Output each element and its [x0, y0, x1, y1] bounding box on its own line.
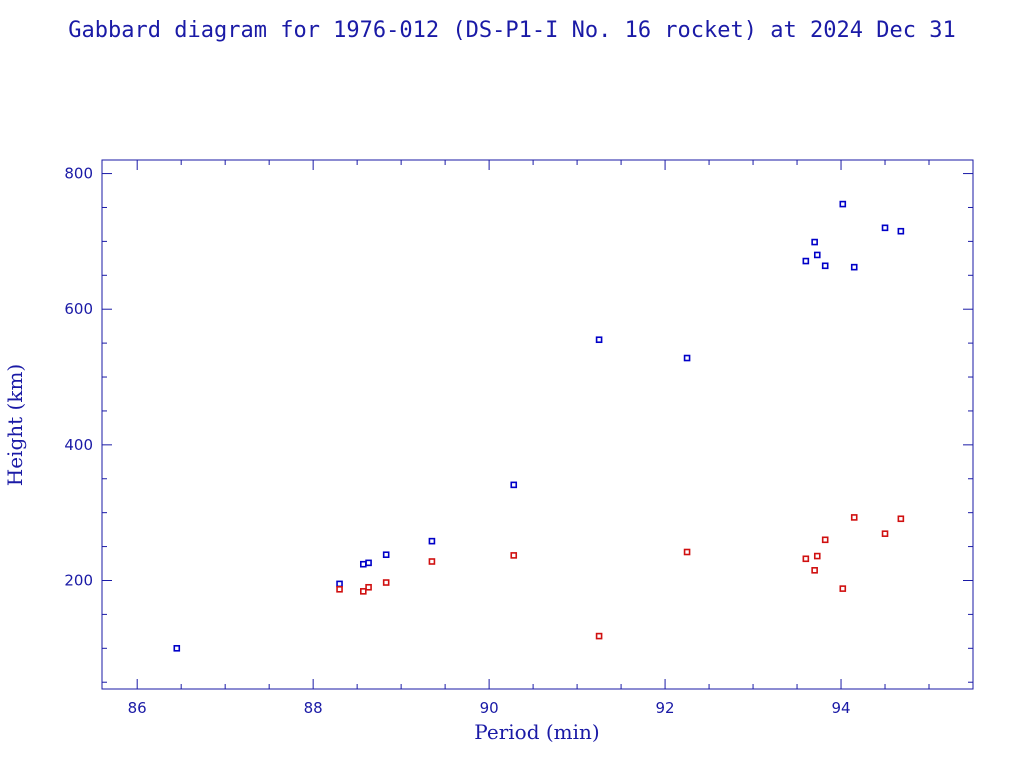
- perigee-point: [897, 515, 905, 523]
- plot-axes: 86 88 90 92 94 200 400 600 800: [64, 159, 974, 717]
- perigee-point: [813, 552, 821, 560]
- perigee-point: [839, 585, 847, 592]
- y-tick-label: 400: [64, 436, 93, 454]
- y-tick-label: 200: [64, 571, 93, 589]
- perigee-point: [811, 567, 818, 574]
- y-axis-label: Height (km): [3, 364, 27, 486]
- x-axis-label: Period (min): [474, 720, 599, 744]
- apogee-point: [850, 263, 858, 271]
- apogee-point: [811, 238, 818, 246]
- perigee-point: [382, 579, 390, 586]
- perigee-point: [802, 555, 810, 563]
- apogee-point: [839, 200, 847, 208]
- apogee-point: [336, 580, 343, 588]
- apogee-point: [510, 481, 518, 489]
- x-tick-label: 92: [656, 699, 675, 717]
- perigee-point: [336, 586, 343, 593]
- y-tick-label: 600: [64, 300, 93, 318]
- perigee-point: [595, 632, 603, 640]
- apogee-point: [595, 336, 603, 344]
- apogee-point: [881, 224, 889, 232]
- x-tick-label: 86: [128, 699, 147, 717]
- perigee-point: [428, 558, 436, 565]
- apogee-point: [359, 560, 367, 568]
- apogee-point: [802, 257, 810, 265]
- apogee-point: [813, 251, 821, 259]
- perigee-point: [359, 588, 367, 595]
- apogee-point: [173, 645, 181, 652]
- perigee-point: [850, 514, 858, 521]
- apogee-point: [428, 537, 436, 545]
- x-tick-label: 94: [831, 699, 850, 717]
- x-tick-label: 88: [304, 699, 323, 717]
- perigee-point: [510, 552, 518, 559]
- apogee-point: [382, 551, 390, 559]
- apogee-point: [821, 262, 829, 270]
- apogee-point: [683, 354, 691, 362]
- x-tick-label: 90: [480, 699, 499, 717]
- perigee-point: [881, 530, 889, 537]
- chart-title: Gabbard diagram for 1976-012 (DS-P1-I No…: [68, 18, 955, 43]
- perigee-point: [683, 548, 691, 556]
- perigee-point: [821, 536, 829, 544]
- data-points: [173, 200, 905, 652]
- perigee-point: [365, 583, 372, 591]
- y-tick-label: 800: [64, 165, 93, 183]
- apogee-point: [365, 559, 372, 567]
- apogee-point: [897, 227, 905, 235]
- plot-frame: [101, 159, 974, 690]
